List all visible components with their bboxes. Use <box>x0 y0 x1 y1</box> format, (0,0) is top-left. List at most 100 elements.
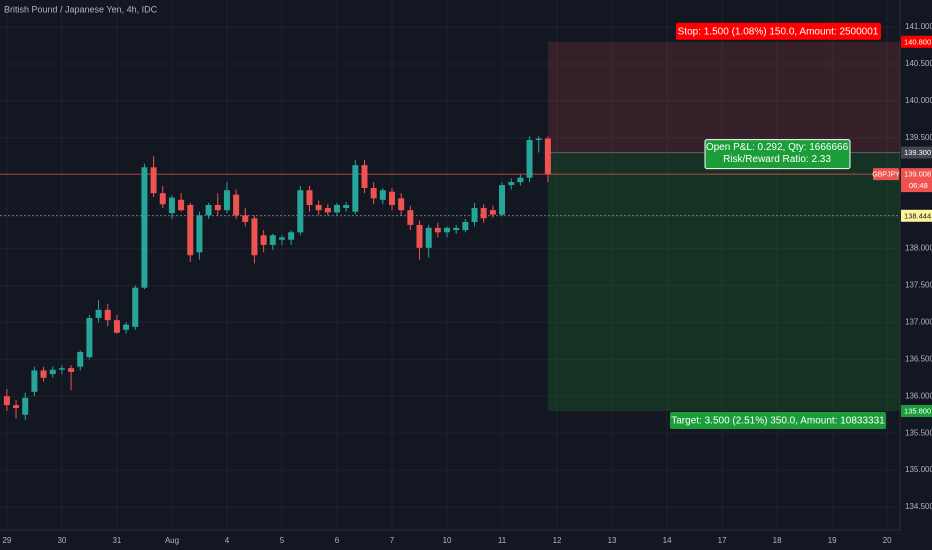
stop-price: 140.800 <box>904 37 931 46</box>
candle-body <box>104 309 111 321</box>
candle-body <box>22 397 29 415</box>
y-tick-label: 141.000 <box>905 22 932 31</box>
plot <box>3 136 551 420</box>
candle-body <box>389 191 396 205</box>
x-tick-label: 31 <box>112 536 121 545</box>
x-tick-label: 5 <box>280 536 285 545</box>
y-tick-label: 140.000 <box>905 96 932 105</box>
candle-body <box>123 324 130 330</box>
candle-body <box>407 210 414 225</box>
chart-title: British Pound / Japanese Yen, 4h, IDC <box>4 4 158 14</box>
candle-body <box>31 370 38 392</box>
candle-body <box>471 207 478 222</box>
candle-body <box>223 190 230 211</box>
candle-body <box>159 193 166 205</box>
x-tick-label: 19 <box>828 536 837 545</box>
candle-body <box>343 204 350 208</box>
symbol-label: GBPJPY <box>872 171 900 178</box>
overlay: Stop: 1.500 (1.08%) 150.0, Amount: 25000… <box>670 22 932 430</box>
y-tick-label: 137.500 <box>905 281 932 290</box>
candle-body <box>361 165 368 189</box>
y-tick-label: 138.000 <box>905 244 932 253</box>
last-price-box <box>901 168 932 193</box>
x-tick-label: 12 <box>553 536 562 545</box>
candle-body <box>535 138 542 141</box>
target-price-box <box>901 405 932 418</box>
candle-body <box>416 224 423 248</box>
pnl-box <box>704 139 851 170</box>
target-label: Target: 3.500 (2.51%) 350.0, Amount: 108… <box>671 416 885 427</box>
symbol-box <box>873 168 899 181</box>
candle-body <box>315 204 322 211</box>
candle-body <box>77 351 84 367</box>
y-tick-label: 136.000 <box>905 391 932 400</box>
x-tick-label: 6 <box>335 536 340 545</box>
crosshair-price: 138.444 <box>904 211 931 220</box>
candle-body <box>453 227 460 231</box>
target-price: 135.800 <box>904 407 931 416</box>
y-tick-label: 135.000 <box>905 465 932 474</box>
candle-body <box>141 167 148 288</box>
pnl-label: Open P&L: 0.292, Qty: 1666666 <box>706 142 849 153</box>
candle-body <box>444 227 451 233</box>
stop-label-box <box>676 22 881 40</box>
last-price: 139.008 <box>904 170 931 179</box>
candle-body <box>168 197 175 214</box>
candle-body <box>196 215 203 253</box>
candle-body <box>113 320 120 333</box>
candle-body <box>379 190 386 200</box>
candle-body <box>187 204 194 256</box>
candle-body <box>306 190 313 205</box>
crosshair-price-box <box>901 209 932 222</box>
stop-zone <box>547 41 900 153</box>
candle-body <box>489 210 496 215</box>
x-tick-label: 30 <box>57 536 66 545</box>
x-tick-label: 29 <box>2 536 11 545</box>
candle-body <box>260 235 267 245</box>
y-tick-label: 139.500 <box>905 133 932 142</box>
candle-body <box>214 204 221 211</box>
candle-body <box>462 221 469 231</box>
candle-body <box>499 185 506 215</box>
candle-body <box>480 207 487 219</box>
x-tick-label: 4 <box>225 536 230 545</box>
candle-body <box>132 287 139 327</box>
candle-body <box>288 232 295 240</box>
y-tick-label: 137.000 <box>905 318 932 327</box>
y-tick-label: 136.500 <box>905 354 932 363</box>
candle-body <box>178 199 185 211</box>
stop-label: Stop: 1.500 (1.08%) 150.0, Amount: 25000… <box>678 26 879 37</box>
candle-body <box>544 138 551 174</box>
candle-body <box>150 167 157 194</box>
countdown: 06:48 <box>909 181 928 190</box>
candle-body <box>434 227 441 233</box>
candle-body <box>95 309 102 318</box>
x-tick-label: 10 <box>443 536 452 545</box>
stop-price-box <box>901 35 932 48</box>
y-tick-label: 135.500 <box>905 428 932 437</box>
x-tick-label: 11 <box>498 536 507 545</box>
candle-body <box>398 198 405 211</box>
candle-body <box>242 215 249 222</box>
x-tick-label: Aug <box>165 536 179 545</box>
candle-body <box>58 368 65 370</box>
candle-body <box>517 177 524 183</box>
candle-body <box>297 190 304 233</box>
candle-body <box>269 235 276 245</box>
target-label-box <box>670 412 886 430</box>
entry-price-box <box>901 146 932 159</box>
candle-body <box>251 218 258 256</box>
x-tick-label: 17 <box>718 536 727 545</box>
candle-body <box>526 140 533 178</box>
candle-body <box>68 368 75 372</box>
candle-body <box>508 182 515 186</box>
y-tick-label: 134.500 <box>905 502 932 511</box>
candle-body <box>86 317 93 358</box>
candle-body <box>278 237 285 240</box>
entry-price: 139.300 <box>904 148 931 157</box>
target-zone <box>547 152 900 412</box>
x-tick-label: 20 <box>883 536 892 545</box>
x-tick-label: 13 <box>608 536 617 545</box>
x-tick-label: 18 <box>773 536 782 545</box>
